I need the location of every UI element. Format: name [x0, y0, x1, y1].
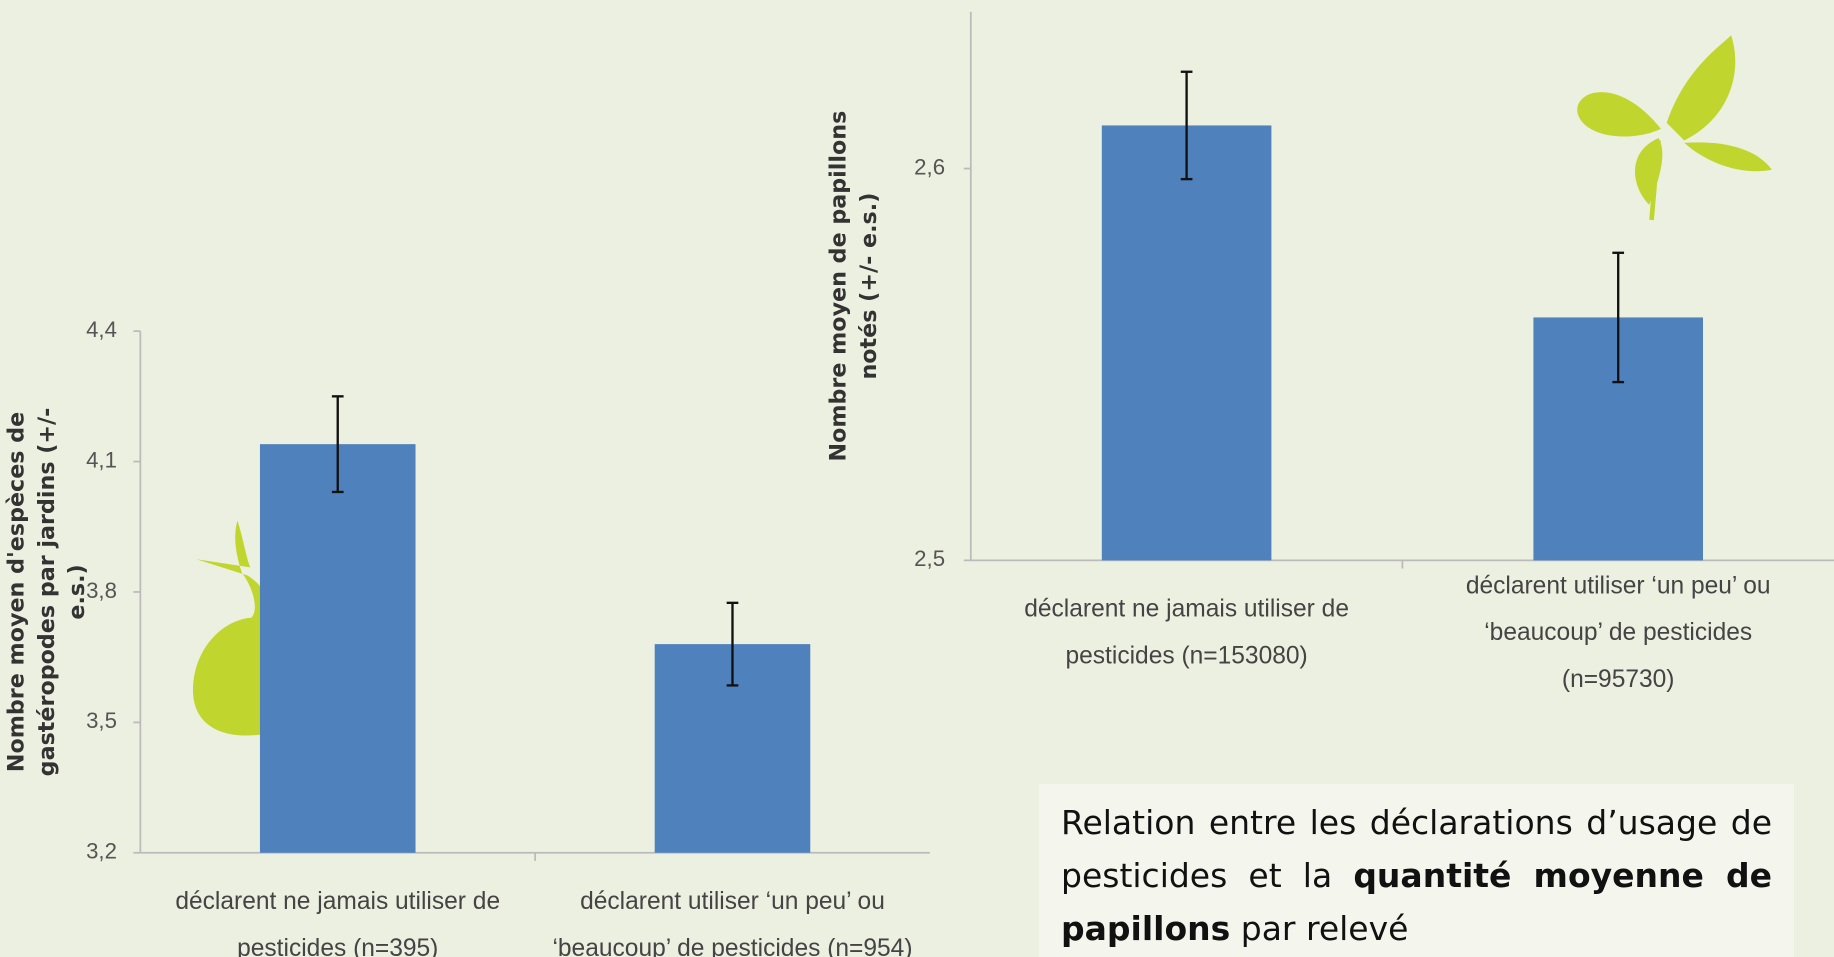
bar: [1102, 125, 1272, 560]
y-tick-label: 4,4: [86, 317, 117, 342]
y-tick-label: 3,8: [86, 578, 117, 603]
bar: [260, 444, 416, 853]
y-tick-label: 2,5: [914, 546, 945, 571]
x-tick-label: déclarent utiliser ‘un peu’ ou‘beaucoup’…: [1466, 573, 1771, 694]
page: 3,2 3,5 3,8 4,1 4,4 déclarent ne jamais utili…: [0, 0, 1834, 957]
y-tick-label: 3,5: [86, 708, 117, 733]
x-tick-label: déclarent utiliser ‘un peu’ ou‘beaucoup’…: [552, 889, 912, 957]
y-tick-label: 2,6: [914, 154, 945, 179]
caption: Relation entre les déclarations d’usage …: [1039, 784, 1794, 957]
y-tick-label: 3,2: [86, 839, 117, 864]
butterfly-icon: [1577, 35, 1772, 220]
caption-text: par relevé: [1230, 909, 1408, 948]
y-tick-label: 4,1: [86, 447, 117, 472]
